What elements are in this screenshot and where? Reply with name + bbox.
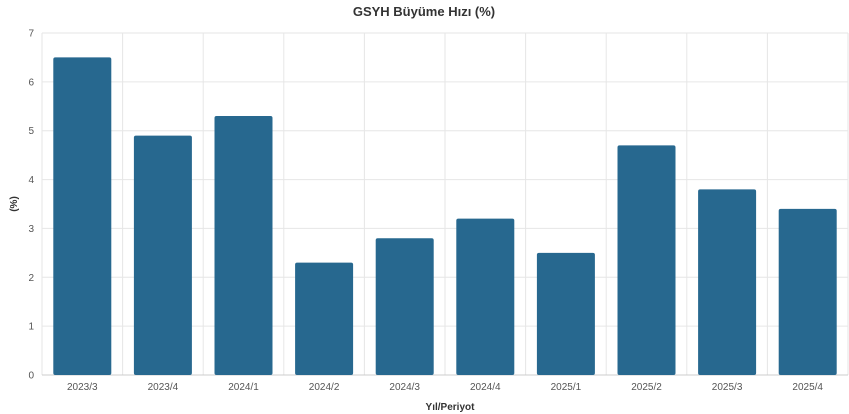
- y-tick-label: 6: [28, 77, 34, 88]
- bar[interactable]: [456, 218, 515, 375]
- y-tick-label: 2: [28, 273, 34, 284]
- grid: [41, 32, 849, 376]
- bar[interactable]: [295, 262, 354, 375]
- y-axis-ticks: 0 1 2 3 4 5 6 7: [28, 29, 34, 382]
- y-tick-label: 4: [28, 175, 34, 186]
- x-tick-label: 2023/4: [148, 382, 179, 393]
- x-tick-label: 2024/3: [389, 382, 420, 393]
- bars: [53, 57, 837, 376]
- y-tick-label: 7: [28, 29, 34, 40]
- bar[interactable]: [375, 238, 434, 375]
- bar[interactable]: [214, 116, 273, 376]
- bar[interactable]: [778, 208, 837, 375]
- x-axis-label: Yıl/Periyot: [426, 402, 476, 413]
- bar[interactable]: [617, 145, 676, 375]
- y-tick-label: 1: [28, 322, 34, 333]
- x-tick-label: 2025/2: [631, 382, 662, 393]
- bar[interactable]: [536, 252, 595, 375]
- y-tick-label: 0: [28, 371, 34, 382]
- y-tick-label: 3: [28, 224, 34, 235]
- chart-title: GSYH Büyüme Hızı (%): [353, 4, 495, 19]
- y-axis-label: (%): [9, 196, 20, 212]
- x-tick-label: 2024/4: [470, 382, 501, 393]
- y-tick-label: 5: [28, 126, 34, 137]
- bar[interactable]: [133, 135, 192, 375]
- x-tick-label: 2023/3: [67, 382, 98, 393]
- x-tick-label: 2025/4: [792, 382, 823, 393]
- x-tick-label: 2025/1: [551, 382, 582, 393]
- x-tick-label: 2024/2: [309, 382, 340, 393]
- bar[interactable]: [698, 189, 757, 375]
- x-tick-label: 2025/3: [712, 382, 743, 393]
- bar[interactable]: [53, 57, 112, 376]
- x-tick-label: 2024/1: [228, 382, 259, 393]
- x-axis-ticks: 2023/3 2023/4 2024/1 2024/2 2024/3 2024/4 2025…: [67, 382, 823, 393]
